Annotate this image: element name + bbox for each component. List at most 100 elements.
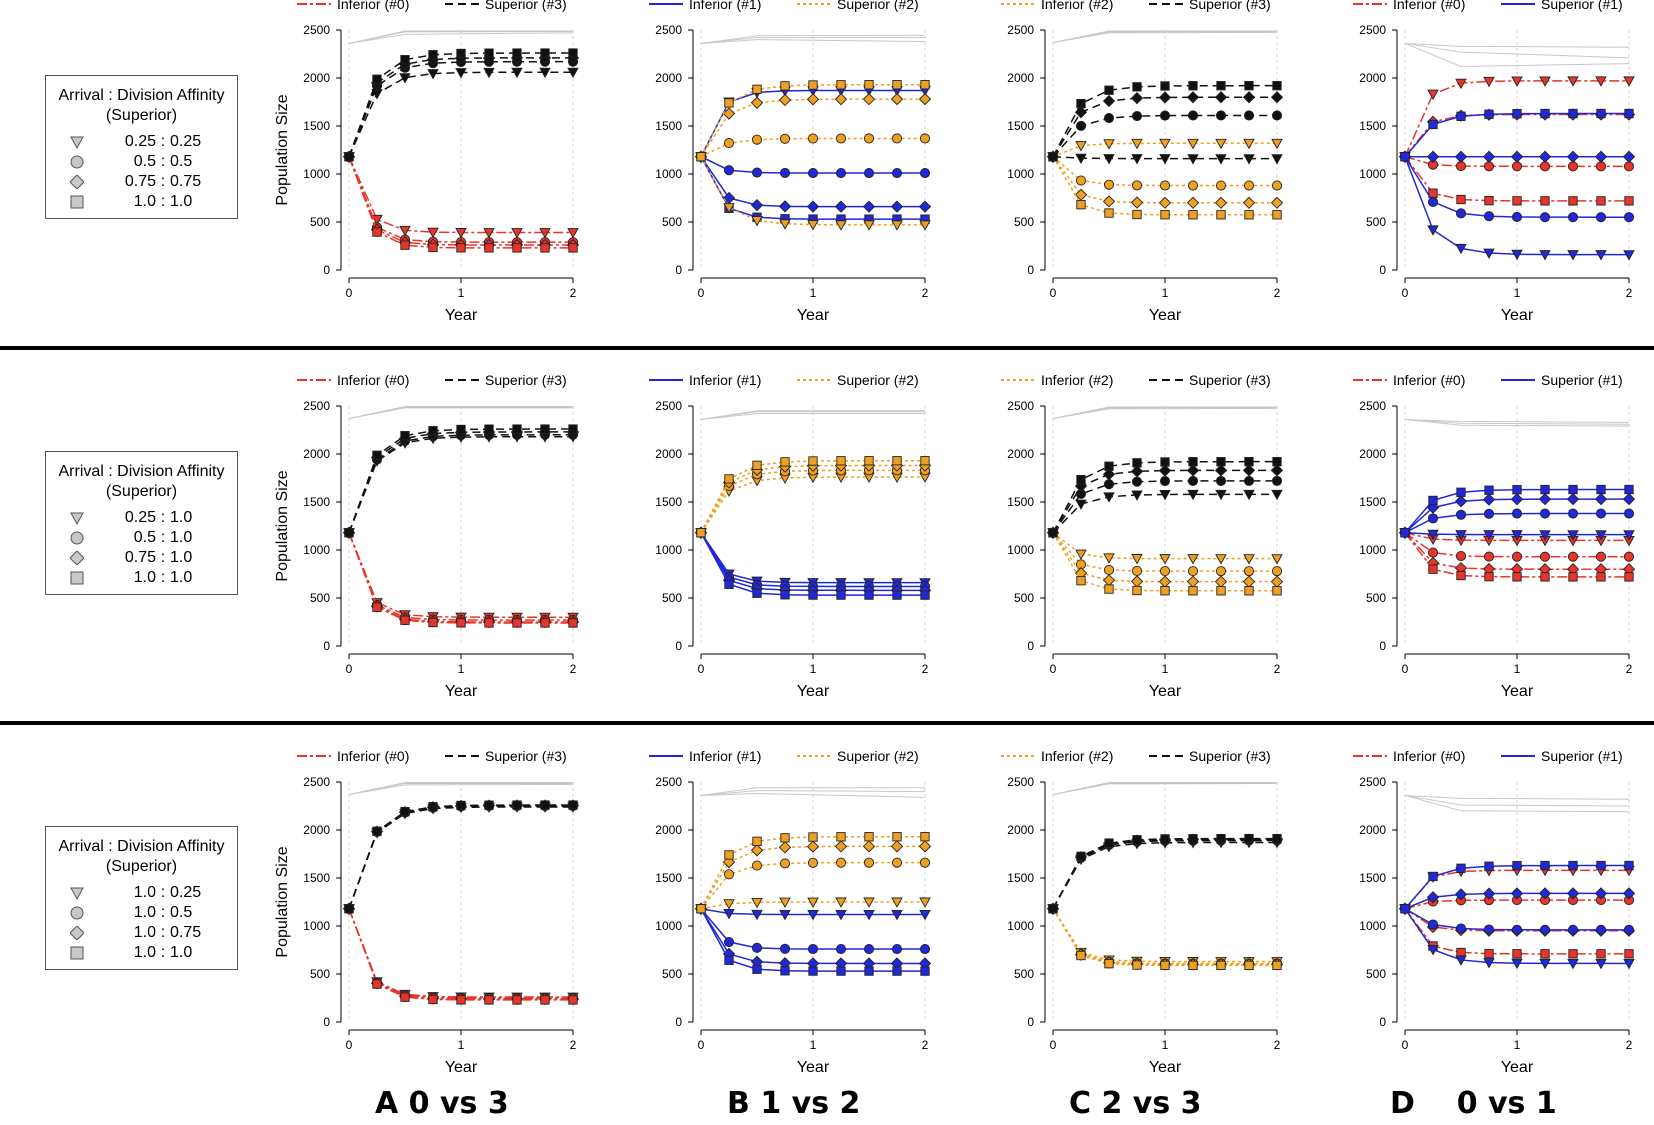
y-tick-label: 500 <box>1366 967 1386 981</box>
superior-series-line <box>348 804 574 909</box>
envelope-line <box>1404 418 1630 423</box>
triangle-down-marker <box>1159 138 1171 150</box>
triangle-down-marker <box>1243 138 1255 150</box>
circle-marker <box>919 167 931 179</box>
x-tick-label: 1 <box>1162 1038 1169 1052</box>
triangle-down-marker <box>1271 138 1283 150</box>
circle-marker <box>1215 475 1227 486</box>
y-tick-label: 0 <box>1027 1015 1034 1029</box>
circle-marker <box>1483 551 1495 562</box>
legend-affinity-value: 1.0 <box>170 529 193 546</box>
triangle-down-marker <box>539 228 551 239</box>
panel-legend: Inferior (#2) Superior (#3) <box>1001 748 1271 764</box>
circle-marker <box>1539 212 1551 223</box>
panel-legend: Inferior (#0) Superior (#1) <box>1353 748 1623 764</box>
legend-entry: 0.25:0.25 <box>46 132 237 152</box>
legend-affinity-value: 1.0 <box>170 549 193 566</box>
envelope-line <box>1404 794 1630 807</box>
square-marker <box>1568 484 1578 495</box>
y-tick-label: 2500 <box>303 399 330 413</box>
diamond-marker <box>1594 492 1608 506</box>
panel-c-row-2: 0 500 1000 1500 2000 2500 0 1 2 Year Inferior (#2)… <box>1001 372 1284 700</box>
square-marker <box>1568 949 1578 959</box>
triangle-down-marker-icon <box>46 886 98 900</box>
triangle-down-marker <box>1131 138 1143 150</box>
triangle-down-marker <box>1243 489 1255 501</box>
square-marker-icon <box>46 571 98 585</box>
legend-arrival-value: 1.0 <box>133 904 156 921</box>
square-marker <box>1456 194 1466 205</box>
legend-series-label: Inferior (#0) <box>337 372 409 388</box>
x-axis-label: Year <box>445 1059 478 1076</box>
superior-series-line <box>348 60 574 157</box>
circle-marker <box>1567 924 1579 935</box>
y-tick-label: 500 <box>1014 215 1034 229</box>
square-marker <box>1132 458 1142 468</box>
triangle-down-marker <box>399 73 411 84</box>
superior-series-line <box>348 431 574 533</box>
circle-marker <box>1595 161 1607 172</box>
legend-separator: : <box>160 944 166 961</box>
legend-arrival-value: 1.0 <box>133 924 156 941</box>
diamond-marker <box>1622 887 1636 900</box>
square-marker <box>428 50 438 60</box>
y-tick-label: 1000 <box>1359 543 1386 557</box>
y-tick-label: 500 <box>1014 967 1034 981</box>
circle-marker-icon <box>46 155 98 169</box>
diamond-marker <box>722 107 736 120</box>
y-tick-label: 1500 <box>655 119 682 133</box>
square-marker <box>1188 834 1198 844</box>
legend-series-label: Superior (#1) <box>1541 0 1623 12</box>
y-tick-label: 500 <box>662 215 682 229</box>
square-marker <box>1104 85 1114 95</box>
column-label-b: B 1 vs 2 <box>727 1086 860 1121</box>
legend-series-label: Superior (#2) <box>837 0 919 12</box>
y-tick-label: 2500 <box>1007 23 1034 37</box>
square-marker <box>1272 586 1282 596</box>
triangle-down-marker <box>1427 89 1439 100</box>
square-marker <box>1400 528 1410 538</box>
circle-marker <box>1187 180 1199 191</box>
square-marker <box>1596 108 1606 119</box>
envelope-line <box>700 410 925 420</box>
panel-legend: Inferior (#0) Superior (#3) <box>297 0 567 12</box>
legend-entry: 1.0:0.75 <box>46 923 237 943</box>
y-tick-label: 500 <box>1366 591 1386 605</box>
y-tick-label: 1000 <box>655 543 682 557</box>
square-marker <box>1456 947 1466 958</box>
triangle-down-marker <box>1455 243 1467 255</box>
square-marker <box>1244 586 1254 596</box>
y-tick-label: 2000 <box>1359 447 1386 461</box>
square-marker <box>1428 564 1438 574</box>
panel-legend: Inferior (#1) Superior (#2) <box>649 748 919 764</box>
square-marker <box>1568 572 1578 582</box>
triangle-down-marker-icon <box>46 135 98 149</box>
superior-series-line <box>700 459 926 534</box>
y-tick-label: 2500 <box>1007 399 1034 413</box>
triangle-down-marker <box>1243 154 1255 165</box>
circle-marker <box>1623 508 1635 519</box>
x-tick-label: 1 <box>810 662 817 676</box>
y-tick-label: 1500 <box>303 871 330 885</box>
superior-series-line <box>348 806 574 909</box>
legend-series-label: Inferior (#1) <box>689 372 761 388</box>
triangle-down-marker <box>835 220 847 231</box>
square-marker <box>780 590 790 600</box>
x-tick-label: 0 <box>698 1038 705 1052</box>
diamond-marker <box>1510 493 1524 506</box>
panel-legend: Inferior (#0) Superior (#3) <box>297 748 567 764</box>
triangle-down-marker <box>723 203 735 214</box>
triangle-down-marker <box>371 214 383 226</box>
diamond-marker <box>1214 91 1228 104</box>
inferior-series-line <box>1404 155 1630 168</box>
y-tick-label: 2500 <box>1359 775 1386 789</box>
x-axis-label: Year <box>797 307 830 324</box>
legend-separator: : <box>160 173 166 190</box>
x-axis-label: Year <box>1149 683 1182 700</box>
square-marker <box>1456 487 1466 497</box>
square-marker <box>808 590 818 600</box>
x-tick-label: 1 <box>1514 286 1521 300</box>
circle-marker <box>723 138 735 149</box>
square-marker <box>1456 570 1466 581</box>
square-marker <box>1484 485 1494 495</box>
